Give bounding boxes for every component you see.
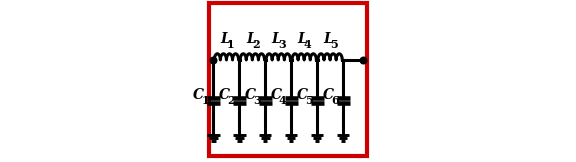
Text: L: L bbox=[246, 33, 256, 46]
Text: L: L bbox=[324, 33, 334, 46]
Text: 1: 1 bbox=[202, 95, 209, 106]
Text: 5: 5 bbox=[305, 95, 313, 106]
Text: 6: 6 bbox=[331, 95, 339, 106]
Text: 4: 4 bbox=[279, 95, 287, 106]
Text: 3: 3 bbox=[278, 39, 286, 50]
Text: L: L bbox=[220, 33, 230, 46]
Text: L: L bbox=[298, 33, 308, 46]
Text: 1: 1 bbox=[226, 39, 234, 50]
Text: 5: 5 bbox=[330, 39, 338, 50]
Text: C: C bbox=[297, 88, 308, 102]
Text: 3: 3 bbox=[253, 95, 261, 106]
Text: C: C bbox=[271, 88, 282, 102]
Text: C: C bbox=[193, 88, 204, 102]
Text: 2: 2 bbox=[252, 39, 260, 50]
Text: C: C bbox=[219, 88, 230, 102]
Text: 2: 2 bbox=[228, 95, 235, 106]
Text: C: C bbox=[245, 88, 256, 102]
Text: C: C bbox=[323, 88, 334, 102]
Text: 4: 4 bbox=[304, 39, 312, 50]
Text: L: L bbox=[272, 33, 282, 46]
